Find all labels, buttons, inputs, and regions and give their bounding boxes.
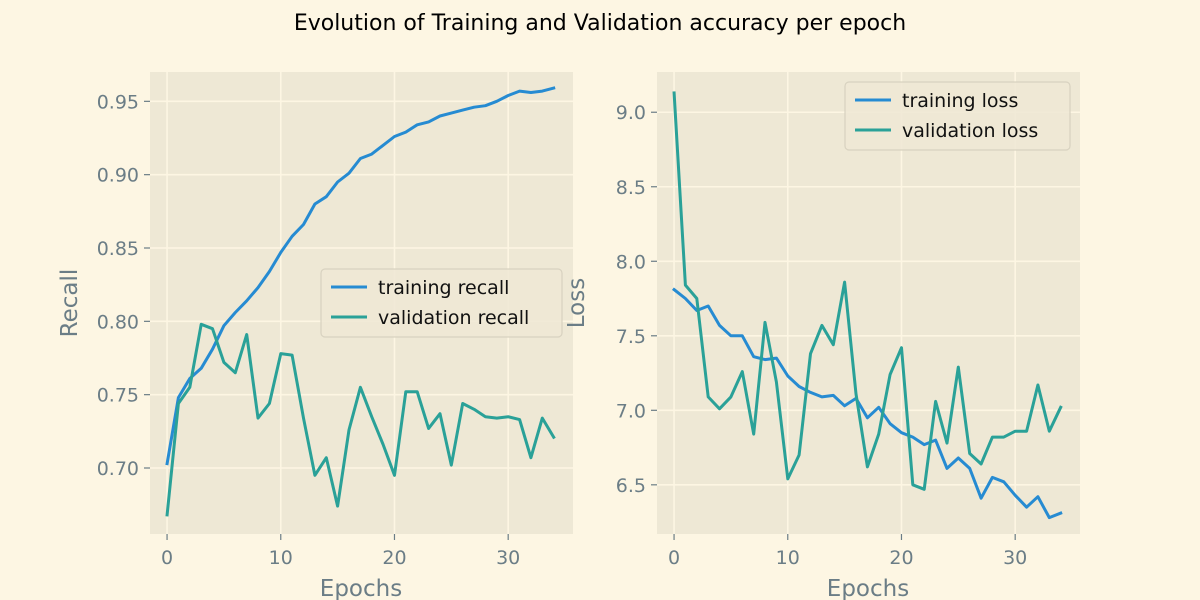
series-line-training-recall bbox=[165, 86, 556, 466]
y-tick-label: 6.5 bbox=[616, 475, 646, 497]
y-tick-label: 0.95 bbox=[97, 91, 139, 113]
y-tick-label: 0.85 bbox=[97, 238, 139, 260]
x-tick-label: 10 bbox=[269, 547, 293, 569]
series-line-training-loss bbox=[671, 287, 1063, 520]
y-tick-label: 0.90 bbox=[97, 165, 139, 187]
x-tick-label: 20 bbox=[382, 547, 406, 569]
recall-panel: 0 10 20 30 0.70 0.75 0.80 0.85 0.90 0.95 Epochs Rec… bbox=[57, 72, 573, 600]
y-tick-label: 9.0 bbox=[616, 102, 646, 124]
legend-label: validation recall bbox=[378, 307, 529, 329]
series-line-validation-loss bbox=[672, 91, 1063, 491]
figure-title: Evolution of Training and Validation acc… bbox=[294, 11, 906, 36]
legend-label: training loss bbox=[902, 90, 1018, 112]
x-tick-label: 20 bbox=[889, 547, 913, 569]
legend-label: validation loss bbox=[902, 120, 1038, 142]
x-tick-label: 10 bbox=[776, 547, 800, 569]
x-tick-label: 0 bbox=[668, 547, 680, 569]
y-tick-label: 0.75 bbox=[97, 385, 139, 407]
loss-panel: 0 10 20 30 6.5 7.0 7.5 8.0 8.5 9.0 Epochs Loss train… bbox=[564, 72, 1080, 600]
series-line-validation-recall bbox=[165, 322, 556, 517]
y-axis-label: Loss bbox=[564, 278, 590, 328]
x-tick-label: 0 bbox=[161, 547, 173, 569]
legend-label: training recall bbox=[378, 277, 509, 299]
y-tick-label: 7.5 bbox=[616, 326, 646, 348]
y-axis-label: Recall bbox=[57, 269, 83, 338]
y-tick-label: 7.0 bbox=[616, 400, 646, 422]
x-tick-label: 30 bbox=[496, 547, 520, 569]
legend-frame bbox=[320, 268, 563, 338]
x-axis-label: Epochs bbox=[320, 576, 402, 600]
legend-frame bbox=[844, 81, 1071, 151]
legend: training recall validation recall bbox=[320, 268, 563, 338]
y-tick-label: 0.80 bbox=[97, 311, 139, 333]
x-tick-label: 30 bbox=[1003, 547, 1027, 569]
y-tick-label: 8.0 bbox=[616, 251, 646, 273]
y-tick-label: 8.5 bbox=[616, 177, 646, 199]
legend: training loss validation loss bbox=[844, 81, 1071, 151]
x-axis-label: Epochs bbox=[827, 576, 909, 600]
y-tick-label: 0.70 bbox=[97, 458, 139, 480]
